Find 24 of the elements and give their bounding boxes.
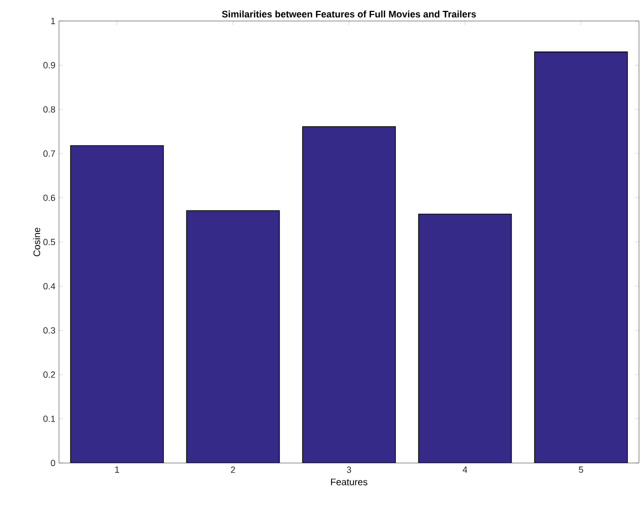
y-tick-label: 0 — [50, 460, 56, 466]
y-tick-label: 0.1 — [43, 416, 56, 422]
x-tick-label: 5 — [578, 466, 584, 473]
bar — [302, 126, 396, 463]
y-tick-label: 0.4 — [43, 283, 56, 290]
y-tick-label: 0.8 — [43, 106, 56, 113]
x-tick-label: 4 — [462, 466, 468, 473]
y-axis-title: Cosine — [33, 228, 40, 256]
bar — [70, 146, 164, 463]
y-tick-label: 0.6 — [43, 194, 56, 201]
y-tick-label: 0.3 — [43, 327, 56, 334]
x-axis-title: Features — [331, 478, 368, 486]
y-tick-label: 0.9 — [43, 62, 56, 68]
y-tick-label: 1 — [51, 18, 56, 24]
x-tick-label: 1 — [115, 466, 120, 473]
y-tick-label: 0.5 — [43, 238, 56, 246]
bar — [186, 210, 280, 463]
y-tick-label: 0.7 — [43, 150, 56, 157]
chart-title: Similarities between Features of Full Movies and Trailers — [222, 10, 476, 18]
y-tick-label: 0.2 — [43, 371, 56, 378]
x-tick-label: 3 — [346, 466, 352, 473]
bar — [418, 214, 512, 463]
x-tick-label: 2 — [230, 466, 236, 473]
bar — [534, 52, 628, 463]
